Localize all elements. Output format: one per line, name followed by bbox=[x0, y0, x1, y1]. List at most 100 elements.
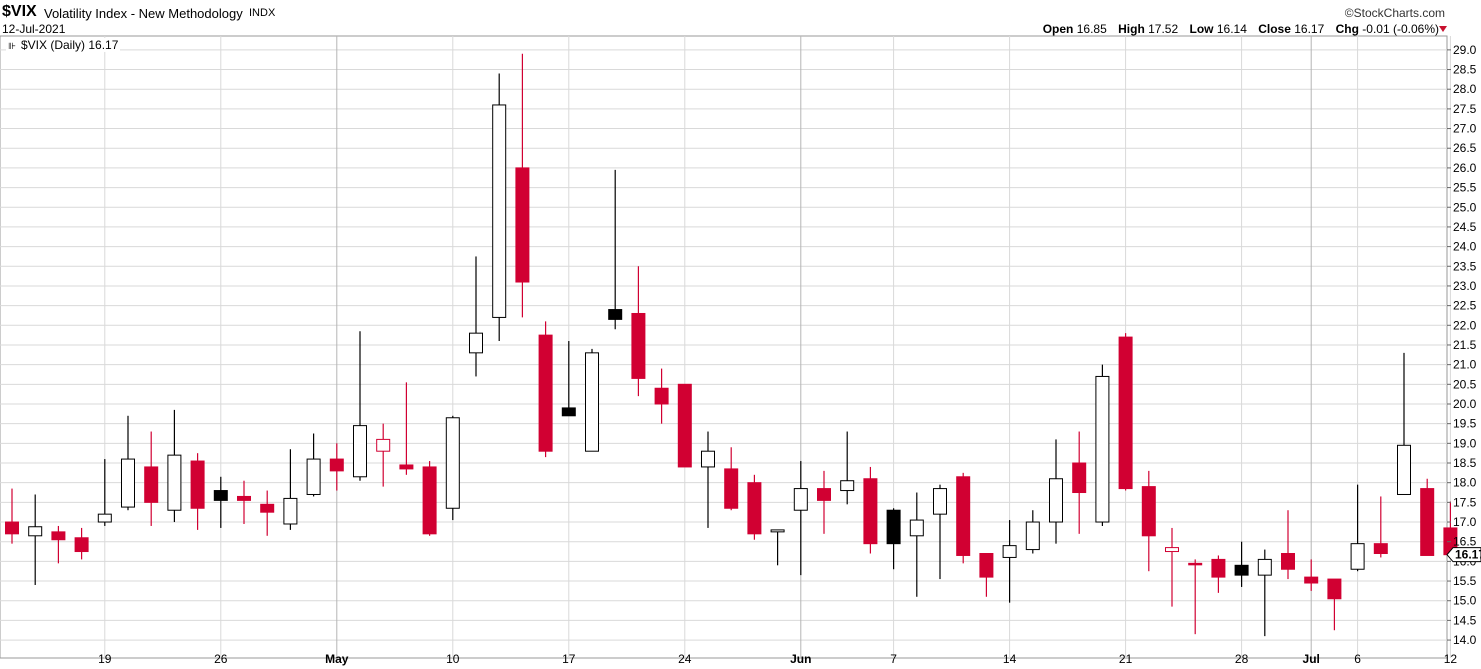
y-tick-label: 17.0 bbox=[1453, 515, 1477, 529]
x-tick-label: 6 bbox=[1354, 652, 1361, 666]
high-label: High bbox=[1118, 22, 1145, 36]
grid-lines bbox=[0, 36, 1451, 658]
candle-body bbox=[1002, 545, 1017, 558]
y-axis: 14.014.515.015.516.016.517.017.518.018.5… bbox=[1447, 43, 1477, 647]
candle-body bbox=[283, 497, 298, 525]
candle-body bbox=[469, 332, 483, 354]
x-tick-label: Jun bbox=[790, 652, 811, 666]
ohlc-readout: Open 16.85 High 17.52 Low 16.14 Close 16… bbox=[1043, 22, 1439, 36]
candle-body bbox=[1072, 462, 1087, 494]
y-tick-label: 15.0 bbox=[1453, 594, 1477, 608]
series-legend: ⊪ $VIX (Daily) 16.17 bbox=[6, 38, 121, 52]
candle-series bbox=[5, 53, 1458, 637]
y-tick-label: 24.5 bbox=[1453, 220, 1477, 234]
x-tick-label: May bbox=[325, 652, 349, 666]
candle-body bbox=[1095, 375, 1110, 523]
candle-body bbox=[353, 425, 367, 478]
candle-body bbox=[1420, 488, 1435, 556]
candle-body bbox=[1118, 336, 1133, 490]
candle-body bbox=[747, 482, 762, 535]
candle-body bbox=[144, 466, 159, 503]
y-tick-label: 19.5 bbox=[1453, 417, 1477, 431]
chg-value: -0.01 (-0.06%) bbox=[1362, 22, 1439, 36]
candle-body bbox=[213, 490, 228, 501]
candle-body bbox=[515, 167, 530, 283]
down-arrow-icon bbox=[1439, 26, 1447, 32]
candle-body bbox=[886, 509, 901, 545]
candle-body bbox=[793, 488, 808, 511]
y-tick-label: 23.5 bbox=[1453, 259, 1477, 273]
candle-body bbox=[979, 553, 994, 578]
x-tick-label: 12 bbox=[1444, 652, 1458, 666]
candle-body bbox=[817, 488, 831, 501]
candle-body bbox=[1304, 576, 1319, 584]
last-price-marker bbox=[1446, 547, 1481, 563]
y-tick-label: 22.5 bbox=[1453, 299, 1477, 313]
candle-body bbox=[677, 383, 692, 468]
exchange-label: INDX bbox=[249, 7, 276, 19]
candle-body bbox=[121, 458, 135, 508]
y-tick-label: 15.5 bbox=[1453, 574, 1477, 588]
y-tick-label: 28.5 bbox=[1453, 63, 1477, 77]
brand-watermark[interactable]: ©StockCharts.com bbox=[1344, 6, 1445, 20]
candle-body bbox=[422, 466, 437, 535]
y-tick-label: 29.0 bbox=[1453, 43, 1477, 57]
candle-body bbox=[933, 488, 947, 515]
chg-label: Chg bbox=[1335, 22, 1359, 36]
y-tick-label: 26.0 bbox=[1453, 161, 1477, 175]
x-tick-label: 14 bbox=[1003, 652, 1017, 666]
symbol-title: $VIX bbox=[2, 3, 37, 20]
candle-body bbox=[5, 521, 19, 535]
candle-body bbox=[1327, 578, 1342, 600]
candle-body bbox=[724, 468, 739, 509]
candle-body bbox=[329, 458, 344, 472]
candle-body bbox=[306, 458, 321, 495]
last-price-label: 16.17 bbox=[1455, 548, 1481, 562]
y-tick-label: 25.0 bbox=[1453, 200, 1477, 214]
candle-body bbox=[260, 503, 275, 513]
candle-body bbox=[1257, 558, 1272, 576]
candle-body bbox=[1373, 543, 1388, 555]
x-tick-label: 7 bbox=[890, 652, 897, 666]
x-tick-label: 21 bbox=[1119, 652, 1133, 666]
high-value: 17.52 bbox=[1148, 22, 1179, 36]
y-tick-label: 21.0 bbox=[1453, 358, 1477, 372]
candle-body bbox=[190, 460, 205, 509]
y-tick-label: 26.5 bbox=[1453, 141, 1477, 155]
y-tick-label: 16.5 bbox=[1453, 535, 1477, 549]
candle-body bbox=[376, 438, 391, 452]
open-value: 16.85 bbox=[1076, 22, 1107, 36]
candle-body bbox=[1234, 564, 1249, 576]
candle-body bbox=[909, 519, 924, 537]
candle-body bbox=[1049, 478, 1063, 523]
y-tick-label: 18.5 bbox=[1453, 456, 1477, 470]
candle-body bbox=[538, 334, 553, 452]
y-tick-label: 20.0 bbox=[1453, 397, 1477, 411]
candle-body bbox=[654, 387, 669, 405]
candle-body bbox=[701, 450, 715, 468]
x-tick-label: Jul bbox=[1303, 652, 1320, 666]
candle-body bbox=[1397, 444, 1411, 495]
y-tick-label: 22.0 bbox=[1453, 318, 1477, 332]
candle-body bbox=[1188, 562, 1203, 566]
x-tick-label: 26 bbox=[214, 652, 228, 666]
y-tick-label: 19.0 bbox=[1453, 436, 1477, 450]
candle-body bbox=[561, 407, 576, 417]
candle-body bbox=[863, 478, 878, 545]
candle-body bbox=[28, 526, 43, 537]
y-tick-label: 23.0 bbox=[1453, 279, 1477, 293]
y-tick-label: 17.5 bbox=[1453, 495, 1477, 509]
y-tick-label: 28.0 bbox=[1453, 82, 1477, 96]
x-tick-label: 24 bbox=[678, 652, 692, 666]
candle-body bbox=[585, 352, 599, 452]
candle-body bbox=[1281, 553, 1295, 570]
candle-body bbox=[492, 104, 507, 318]
y-tick-label: 27.0 bbox=[1453, 122, 1477, 136]
candle-body bbox=[770, 529, 785, 533]
legend-text: $VIX (Daily) 16.17 bbox=[21, 38, 119, 52]
candle-body bbox=[956, 476, 971, 556]
y-tick-label: 18.0 bbox=[1453, 476, 1477, 490]
y-tick-label: 25.5 bbox=[1453, 181, 1477, 195]
chart-date: 12-Jul-2021 bbox=[2, 22, 66, 36]
